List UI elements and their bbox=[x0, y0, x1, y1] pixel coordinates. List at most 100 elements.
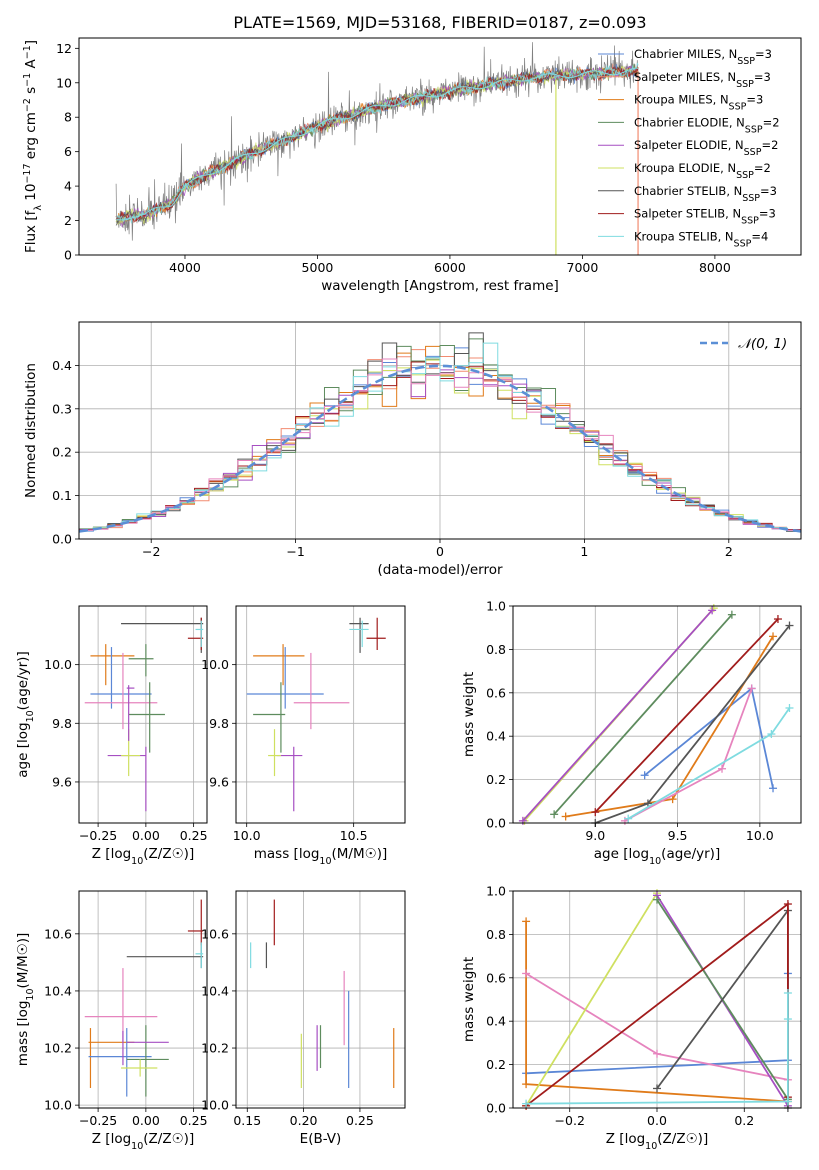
x-tick-label: 9.0 bbox=[585, 828, 605, 843]
errorbar-point bbox=[366, 617, 386, 650]
y-tick-label: 10.0 bbox=[201, 657, 229, 672]
y-tick-label: 0.6 bbox=[486, 685, 506, 700]
mass-vs-ebv-panel: 0.15 0.20 0.25 10.0 10.2 10.4 10.6 E(B-V) bbox=[201, 890, 406, 1147]
errorbar-point bbox=[84, 652, 158, 730]
errorbar-point bbox=[187, 899, 204, 946]
y-tick-label: 10 bbox=[56, 75, 72, 90]
y-tick-label: 9.8 bbox=[209, 716, 229, 731]
weight-vs-age-panel: 9.0 9.5 10.0 0.0 0.2 0.4 0.6 0.8 1.0 age [log10(a… bbox=[461, 599, 802, 867]
x-tick-label: 5000 bbox=[302, 260, 334, 275]
weight-marker bbox=[624, 814, 633, 823]
plot-area bbox=[522, 889, 792, 1112]
weight-vs-z-panel: −0.2 0.0 0.2 0.0 0.2 0.4 0.6 0.8 1.0 Z [log10(Z/Z… bbox=[461, 884, 802, 1152]
errorbar-point bbox=[349, 617, 369, 653]
weight-series-line bbox=[656, 907, 789, 1108]
y-tick-label: 8 bbox=[64, 110, 72, 125]
y-tick-label: 0 bbox=[64, 248, 72, 263]
weight-marker bbox=[747, 684, 756, 693]
spectrum-model-line bbox=[115, 65, 639, 225]
y-tick-label: 10.6 bbox=[201, 926, 229, 941]
x-tick-label: −0.25 bbox=[79, 828, 117, 843]
weight-marker bbox=[785, 703, 794, 712]
weight-series-line bbox=[553, 614, 733, 815]
residuals-plot-area bbox=[79, 332, 801, 539]
y-tick-label: 9.6 bbox=[52, 774, 72, 789]
errorbar-point bbox=[253, 682, 286, 753]
x-tick-label: 10.5 bbox=[340, 828, 368, 843]
weight-marker bbox=[769, 784, 778, 793]
errorbar-point bbox=[268, 729, 281, 777]
weight-marker bbox=[769, 632, 778, 641]
y-tick-label: 6 bbox=[64, 144, 72, 159]
errorbar-point bbox=[276, 746, 303, 812]
x-tick-label: 9.5 bbox=[668, 828, 688, 843]
x-tick-label: −0.25 bbox=[79, 1113, 117, 1128]
weight-series-line bbox=[522, 609, 713, 822]
legend-label: Kroupa STELIB, NSSP=4 bbox=[634, 229, 768, 249]
spectrum-model-line bbox=[115, 64, 639, 226]
errorbar-point bbox=[195, 942, 204, 969]
spectrum-model-line bbox=[116, 63, 639, 222]
spectrum-model-line bbox=[115, 63, 639, 227]
legend-label: Chabrier MILES, NSSP=3 bbox=[634, 47, 772, 67]
x-tick-label: 6000 bbox=[434, 260, 466, 275]
x-tick-label: 0.25 bbox=[180, 1113, 208, 1128]
y-tick-label: 10.2 bbox=[44, 1041, 72, 1056]
weight-marker bbox=[783, 900, 792, 909]
legend-label: Salpeter ELODIE, NSSP=2 bbox=[634, 138, 778, 158]
mass-vs-z-panel: −0.25 0.00 0.25 10.0 10.2 10.4 10.6 Z [log10(Z/… bbox=[15, 890, 208, 1152]
normal-curve bbox=[79, 364, 801, 533]
weight-marker bbox=[785, 621, 794, 630]
weight-marker bbox=[783, 1015, 792, 1024]
y-tick-label: 2 bbox=[64, 213, 72, 228]
x-axis-label: E(B-V) bbox=[300, 1131, 342, 1147]
y-tick-label: 10.0 bbox=[44, 657, 72, 672]
x-tick-label: −2 bbox=[142, 544, 160, 559]
weight-marker bbox=[522, 1080, 531, 1089]
y-tick-label: 1.0 bbox=[486, 884, 506, 899]
age-vs-mass-panel: 10.0 10.5 9.6 9.8 10.0 mass [log10(M/M☉)] bbox=[201, 605, 406, 867]
axes-frame bbox=[78, 890, 208, 1109]
errorbar-point bbox=[128, 682, 165, 753]
axes-frame bbox=[78, 37, 802, 256]
y-tick-label: 0.1 bbox=[52, 488, 72, 503]
weight-marker bbox=[653, 895, 661, 904]
x-tick-label: 0.0 bbox=[647, 1113, 667, 1128]
x-axis-label: age [log10(age/yr)] bbox=[594, 846, 720, 867]
spectrum-model-line bbox=[115, 64, 639, 224]
errorbar-point bbox=[88, 1028, 152, 1097]
legend-label: Chabrier STELIB, NSSP=3 bbox=[634, 184, 777, 204]
weight-marker bbox=[561, 812, 570, 821]
errorbar-point bbox=[126, 942, 204, 969]
weight-marker bbox=[522, 1099, 531, 1108]
weight-marker bbox=[668, 795, 677, 804]
legend-entry: Chabrier MILES, NSSP=3 bbox=[598, 47, 772, 67]
y-tick-label: 0.2 bbox=[486, 772, 506, 787]
errorbar-point bbox=[293, 652, 350, 730]
weight-marker bbox=[522, 917, 531, 926]
spectrum-model-line bbox=[116, 67, 639, 221]
legend-label: Kroupa MILES, NSSP=3 bbox=[634, 93, 763, 113]
errorbar-point bbox=[126, 1025, 169, 1097]
errorbar-point bbox=[122, 1030, 169, 1066]
spectrum-panel: 4000 5000 6000 7000 8000 0 2 4 6 8 10 12 wavelength … bbox=[22, 37, 802, 294]
y-tick-label: 0.6 bbox=[486, 970, 506, 985]
spectrum-plot-area bbox=[115, 42, 639, 255]
y-tick-label: 0.8 bbox=[486, 927, 506, 942]
y-tick-label: 0.4 bbox=[486, 729, 506, 744]
weight-marker bbox=[522, 969, 531, 978]
x-tick-label: 10.0 bbox=[233, 828, 261, 843]
age-vs-z-panel: −0.25 0.00 0.25 9.6 9.8 10.0 Z [log10(Z/Z☉)] ag… bbox=[15, 605, 208, 867]
x-tick-label: 0.15 bbox=[233, 1113, 261, 1128]
weight-marker bbox=[550, 810, 559, 819]
y-tick-label: 0.8 bbox=[486, 642, 506, 657]
y-tick-label: 9.8 bbox=[52, 716, 72, 731]
y-axis-label: mass weight bbox=[461, 957, 477, 1042]
legend-label: Chabrier ELODIE, NSSP=2 bbox=[634, 115, 780, 134]
errorbar-point bbox=[90, 647, 152, 709]
y-tick-label: 0.4 bbox=[486, 1014, 506, 1029]
residuals-panel: −2 −1 0 1 2 0.0 0.1 0.2 0.3 0.4 (data-model)/error… bbox=[23, 321, 802, 578]
y-tick-label: 0.3 bbox=[52, 401, 72, 416]
plot-area bbox=[250, 899, 395, 1089]
x-tick-label: −0.2 bbox=[555, 1113, 585, 1128]
